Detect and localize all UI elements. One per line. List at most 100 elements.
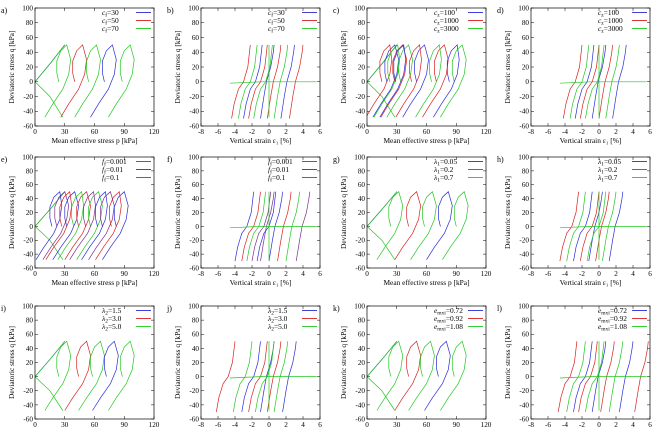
x-tick-label: -2 [579, 128, 585, 136]
y-tick-label: 100 [354, 302, 365, 310]
x-tick-label: 6 [648, 270, 652, 278]
series-line [45, 190, 73, 260]
series-line [440, 44, 467, 118]
y-tick-label: 0 [525, 373, 529, 381]
series-line [248, 341, 268, 412]
series-line [573, 341, 593, 412]
series-line [229, 376, 317, 379]
y-tick-label: 80 [358, 167, 366, 175]
series-line [289, 44, 304, 119]
x-tick-label: 90 [453, 128, 461, 136]
x-tick-label: 60 [423, 270, 431, 278]
series-line [600, 341, 615, 412]
y-tick-label: 0 [525, 78, 529, 86]
y-tick-label: 0 [29, 223, 33, 231]
legend-entry: emxi=0.72 [598, 306, 627, 317]
x-tick-label: -8 [528, 421, 534, 429]
y-tick-label: 100 [22, 4, 33, 12]
y-axis-label: Deviatoric stress q [kPa] [503, 31, 512, 104]
series-line [76, 191, 103, 260]
series-line [273, 341, 289, 412]
curves [559, 191, 647, 262]
y-tick-label: 0 [361, 373, 365, 381]
x-tick-label: 4 [301, 270, 305, 278]
x-axis-label: Mean effective stress p [kPa] [51, 136, 137, 145]
x-tick-label: 60 [91, 128, 99, 136]
x-tick-label: 0 [267, 270, 271, 278]
y-tick-label: 60 [26, 181, 34, 189]
x-tick-label: -8 [198, 421, 204, 429]
series-line [260, 191, 275, 262]
series-line [372, 44, 400, 118]
legend-entry: ff=0.1 [102, 173, 120, 184]
series-line [578, 341, 598, 412]
y-tick-label: 60 [192, 331, 200, 339]
series-line [386, 44, 413, 118]
x-tick-label: 2 [614, 270, 618, 278]
y-tick-label: 40 [358, 195, 366, 203]
series-line [612, 44, 627, 119]
y-tick-label: -20 [355, 93, 365, 101]
series-line [619, 341, 634, 412]
y-tick-label: 100 [22, 153, 33, 161]
series-line [433, 44, 460, 118]
legend-entry: cf=70 [268, 24, 285, 35]
y-tick-label: 80 [358, 19, 366, 27]
x-tick-label: -6 [545, 270, 551, 278]
y-tick-label: 0 [525, 223, 529, 231]
series-line [373, 44, 401, 118]
series-line [559, 81, 647, 84]
series-line [253, 44, 273, 119]
y-tick-label: 80 [192, 19, 200, 27]
series-line [376, 191, 404, 260]
y-tick-label: -40 [189, 251, 199, 259]
legend-entry: cf=30 [268, 8, 285, 19]
plot-frame [530, 7, 651, 127]
series-line [566, 341, 586, 412]
y-tick-label: 60 [26, 34, 34, 42]
y-tick-label: 100 [188, 302, 199, 310]
series-line [602, 191, 617, 262]
y-tick-label: -20 [189, 237, 199, 245]
y-tick-label: -40 [23, 401, 33, 409]
series-line [42, 191, 70, 260]
series-line [282, 341, 297, 412]
y-axis-label: Deviatoric stress q [kPa] [173, 326, 182, 399]
y-tick-label: -60 [189, 415, 199, 423]
y-tick-label: -60 [23, 122, 33, 130]
series-line [285, 191, 300, 262]
series-line [562, 44, 583, 119]
series-line [81, 190, 108, 260]
y-tick-label: 40 [522, 195, 530, 203]
curves [557, 341, 649, 412]
legend-entry: cf=30 [102, 8, 119, 19]
x-tick-label: -6 [215, 270, 221, 278]
x-tick-label: 90 [121, 270, 129, 278]
y-tick-label: 20 [358, 63, 366, 71]
y-tick-label: 60 [358, 331, 366, 339]
y-tick-label: 80 [26, 19, 34, 27]
y-tick-label: -20 [23, 387, 33, 395]
y-tick-label: 20 [26, 359, 34, 367]
y-tick-label: 80 [358, 317, 366, 325]
x-tick-label: -2 [579, 270, 585, 278]
series-line [52, 191, 79, 260]
series-line [251, 191, 272, 262]
legend-entry: λ1=0.05 [433, 157, 457, 168]
series-line [229, 226, 317, 229]
legend-entry: emxi=0.92 [598, 314, 627, 325]
y-tick-label: 0 [195, 223, 199, 231]
series-line [266, 341, 282, 412]
series-line [92, 340, 119, 411]
series-line [367, 81, 396, 118]
legend-entry: cz=3000 [434, 24, 459, 35]
x-tick-label: 4 [631, 421, 635, 429]
y-tick-label: 40 [358, 345, 366, 353]
y-tick-label: -20 [519, 93, 529, 101]
series-line [379, 44, 407, 118]
series-line [569, 44, 590, 119]
series-line [280, 44, 295, 119]
